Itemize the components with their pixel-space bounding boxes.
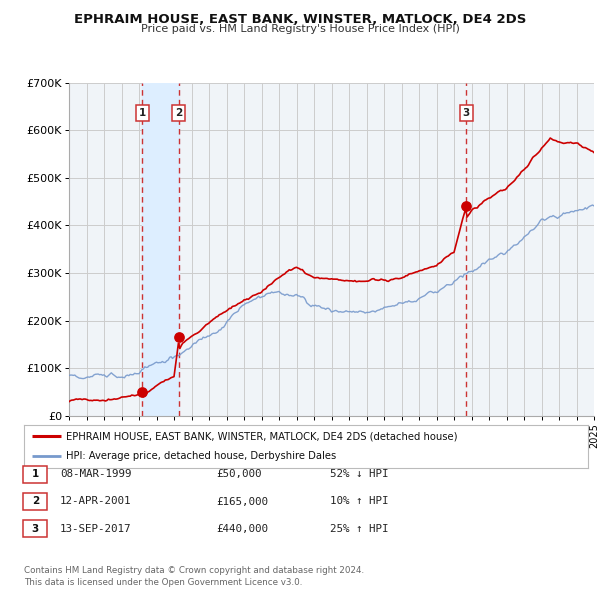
Text: 10% ↑ HPI: 10% ↑ HPI [330, 497, 389, 506]
Text: £50,000: £50,000 [216, 470, 262, 479]
Text: 13-SEP-2017: 13-SEP-2017 [60, 524, 131, 533]
Text: 2: 2 [175, 107, 182, 117]
Text: EPHRAIM HOUSE, EAST BANK, WINSTER, MATLOCK, DE4 2DS (detached house): EPHRAIM HOUSE, EAST BANK, WINSTER, MATLO… [66, 431, 458, 441]
Bar [142, 83, 179, 416]
Text: EPHRAIM HOUSE, EAST BANK, WINSTER, MATLOCK, DE4 2DS: EPHRAIM HOUSE, EAST BANK, WINSTER, MATLO… [74, 13, 526, 26]
Text: 52% ↓ HPI: 52% ↓ HPI [330, 470, 389, 479]
Text: HPI: Average price, detached house, Derbyshire Dales: HPI: Average price, detached house, Derb… [66, 451, 337, 461]
Text: 08-MAR-1999: 08-MAR-1999 [60, 470, 131, 479]
Text: 12-APR-2001: 12-APR-2001 [60, 497, 131, 506]
Text: Contains HM Land Registry data © Crown copyright and database right 2024.
This d: Contains HM Land Registry data © Crown c… [24, 566, 364, 587]
Point [137, 388, 147, 397]
Point [174, 333, 184, 342]
Text: 1: 1 [32, 470, 39, 479]
Text: 25% ↑ HPI: 25% ↑ HPI [330, 524, 389, 533]
Text: £440,000: £440,000 [216, 524, 268, 533]
Text: Price paid vs. HM Land Registry's House Price Index (HPI): Price paid vs. HM Land Registry's House … [140, 24, 460, 34]
Text: 1: 1 [139, 107, 146, 117]
Text: £165,000: £165,000 [216, 497, 268, 506]
Text: 3: 3 [463, 107, 470, 117]
Text: 2: 2 [32, 497, 39, 506]
Text: 3: 3 [32, 524, 39, 533]
Point [461, 202, 471, 211]
